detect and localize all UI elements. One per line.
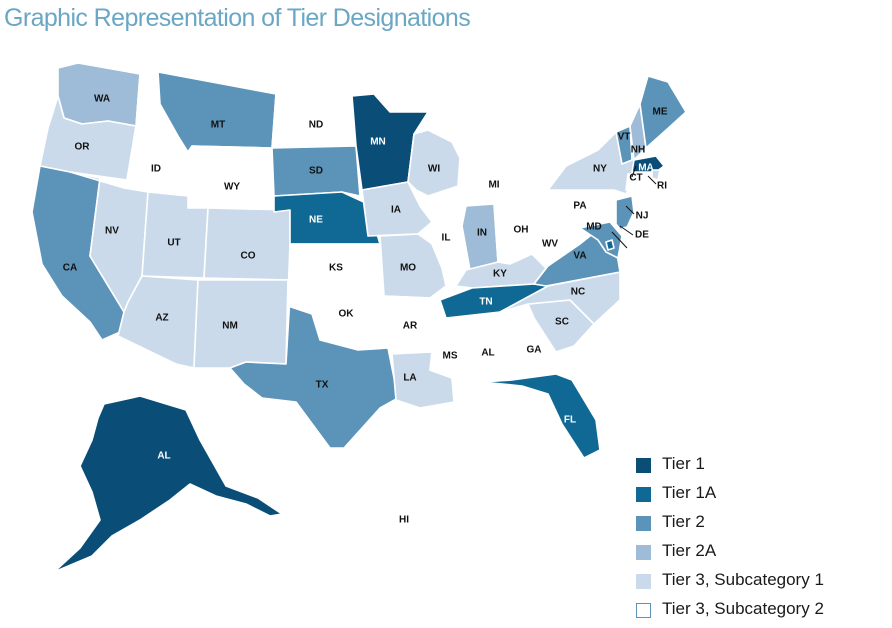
legend-swatch — [636, 487, 651, 502]
state-label: SD — [309, 166, 323, 177]
state-label: LA — [403, 373, 416, 384]
state-label: TN — [479, 297, 492, 308]
legend-swatch — [636, 574, 651, 589]
state-label: NV — [105, 226, 119, 237]
legend-label: Tier 2A — [662, 541, 717, 560]
legend-swatch — [636, 516, 651, 531]
state-label: GA — [527, 345, 542, 356]
state-label: PA — [573, 201, 586, 212]
state-label: WI — [428, 164, 440, 175]
state-label: MI — [488, 180, 499, 191]
state-label: OH — [514, 225, 529, 236]
state-label: DE — [635, 230, 649, 241]
legend-label: Tier 3, Subcategory 1 — [662, 570, 824, 589]
state-label: HI — [399, 515, 409, 526]
state-mi — [465, 137, 525, 203]
state-shapes — [31, 62, 687, 573]
map-title: Graphic Representation of Tier Designati… — [4, 4, 471, 32]
state-label: TX — [316, 380, 329, 391]
state-label: SC — [555, 317, 569, 328]
state-wy — [187, 145, 275, 213]
state-label: DC — [627, 244, 641, 255]
state-label: WA — [94, 94, 110, 105]
state-fl — [481, 373, 601, 459]
state-label: NE — [309, 215, 323, 226]
state-label: NH — [631, 145, 645, 156]
state-label: NY — [593, 164, 607, 175]
state-nj — [615, 195, 635, 235]
state-label: MA — [638, 163, 654, 174]
state-wi — [407, 129, 461, 197]
state-al — [53, 395, 283, 573]
state-label: IL — [442, 233, 451, 244]
state-nm — [193, 279, 289, 369]
state-dc — [605, 239, 615, 251]
state-il — [419, 201, 467, 289]
state-labels: WA OR CA ID NV MT WY UT AZ CO NM ND SD NE KS OK TX MN IA MO… — [63, 94, 668, 526]
state-label: CA — [63, 263, 77, 274]
state-sd — [271, 145, 361, 197]
legend-swatch — [636, 545, 651, 560]
state-label: KS — [329, 263, 343, 274]
legend-swatch — [636, 458, 651, 473]
state-vt — [615, 125, 633, 165]
state-label: UT — [167, 238, 180, 249]
state-label: CT — [629, 173, 642, 184]
state-label: NC — [571, 287, 585, 298]
state-label: WY — [224, 182, 240, 193]
state-label: IA — [391, 205, 401, 216]
state-hi — [327, 487, 405, 547]
state-label: AR — [403, 321, 418, 332]
state-label: CO — [241, 251, 256, 262]
state-label: NM — [222, 321, 238, 332]
state-label: KY — [493, 269, 507, 280]
legend-label: Tier 1 — [662, 454, 705, 473]
state-label: MT — [211, 120, 225, 131]
state-label: ID — [151, 164, 161, 175]
state-label: MO — [400, 263, 416, 274]
state-tx — [229, 295, 399, 449]
state-label: AZ — [155, 313, 168, 324]
state-label: FL — [564, 415, 576, 426]
state-label: IN — [477, 228, 487, 239]
callout-lines — [611, 165, 657, 249]
state-co — [203, 207, 291, 281]
state-label: VT — [618, 132, 631, 143]
legend-label: Tier 3, Subcategory 2 — [662, 599, 824, 618]
state-label: ME — [653, 107, 668, 118]
state-label: WV — [542, 239, 558, 250]
state-label: AL — [157, 451, 170, 462]
legend-label: Tier 2 — [662, 512, 705, 531]
state-ma — [631, 155, 665, 173]
state-label: OR — [75, 142, 91, 153]
state-label: MS — [443, 351, 458, 362]
state-label: NJ — [636, 211, 649, 222]
legend-label: Tier 1A — [662, 483, 717, 502]
state-me — [639, 75, 687, 149]
state-label: MD — [586, 222, 602, 233]
state-label: RI — [657, 181, 667, 192]
state-label: ND — [309, 120, 323, 131]
legend-swatch — [636, 603, 651, 618]
state-label: MN — [370, 137, 386, 148]
state-label: AL — [481, 348, 494, 359]
state-label: VA — [573, 251, 586, 262]
state-label: OK — [339, 309, 355, 320]
